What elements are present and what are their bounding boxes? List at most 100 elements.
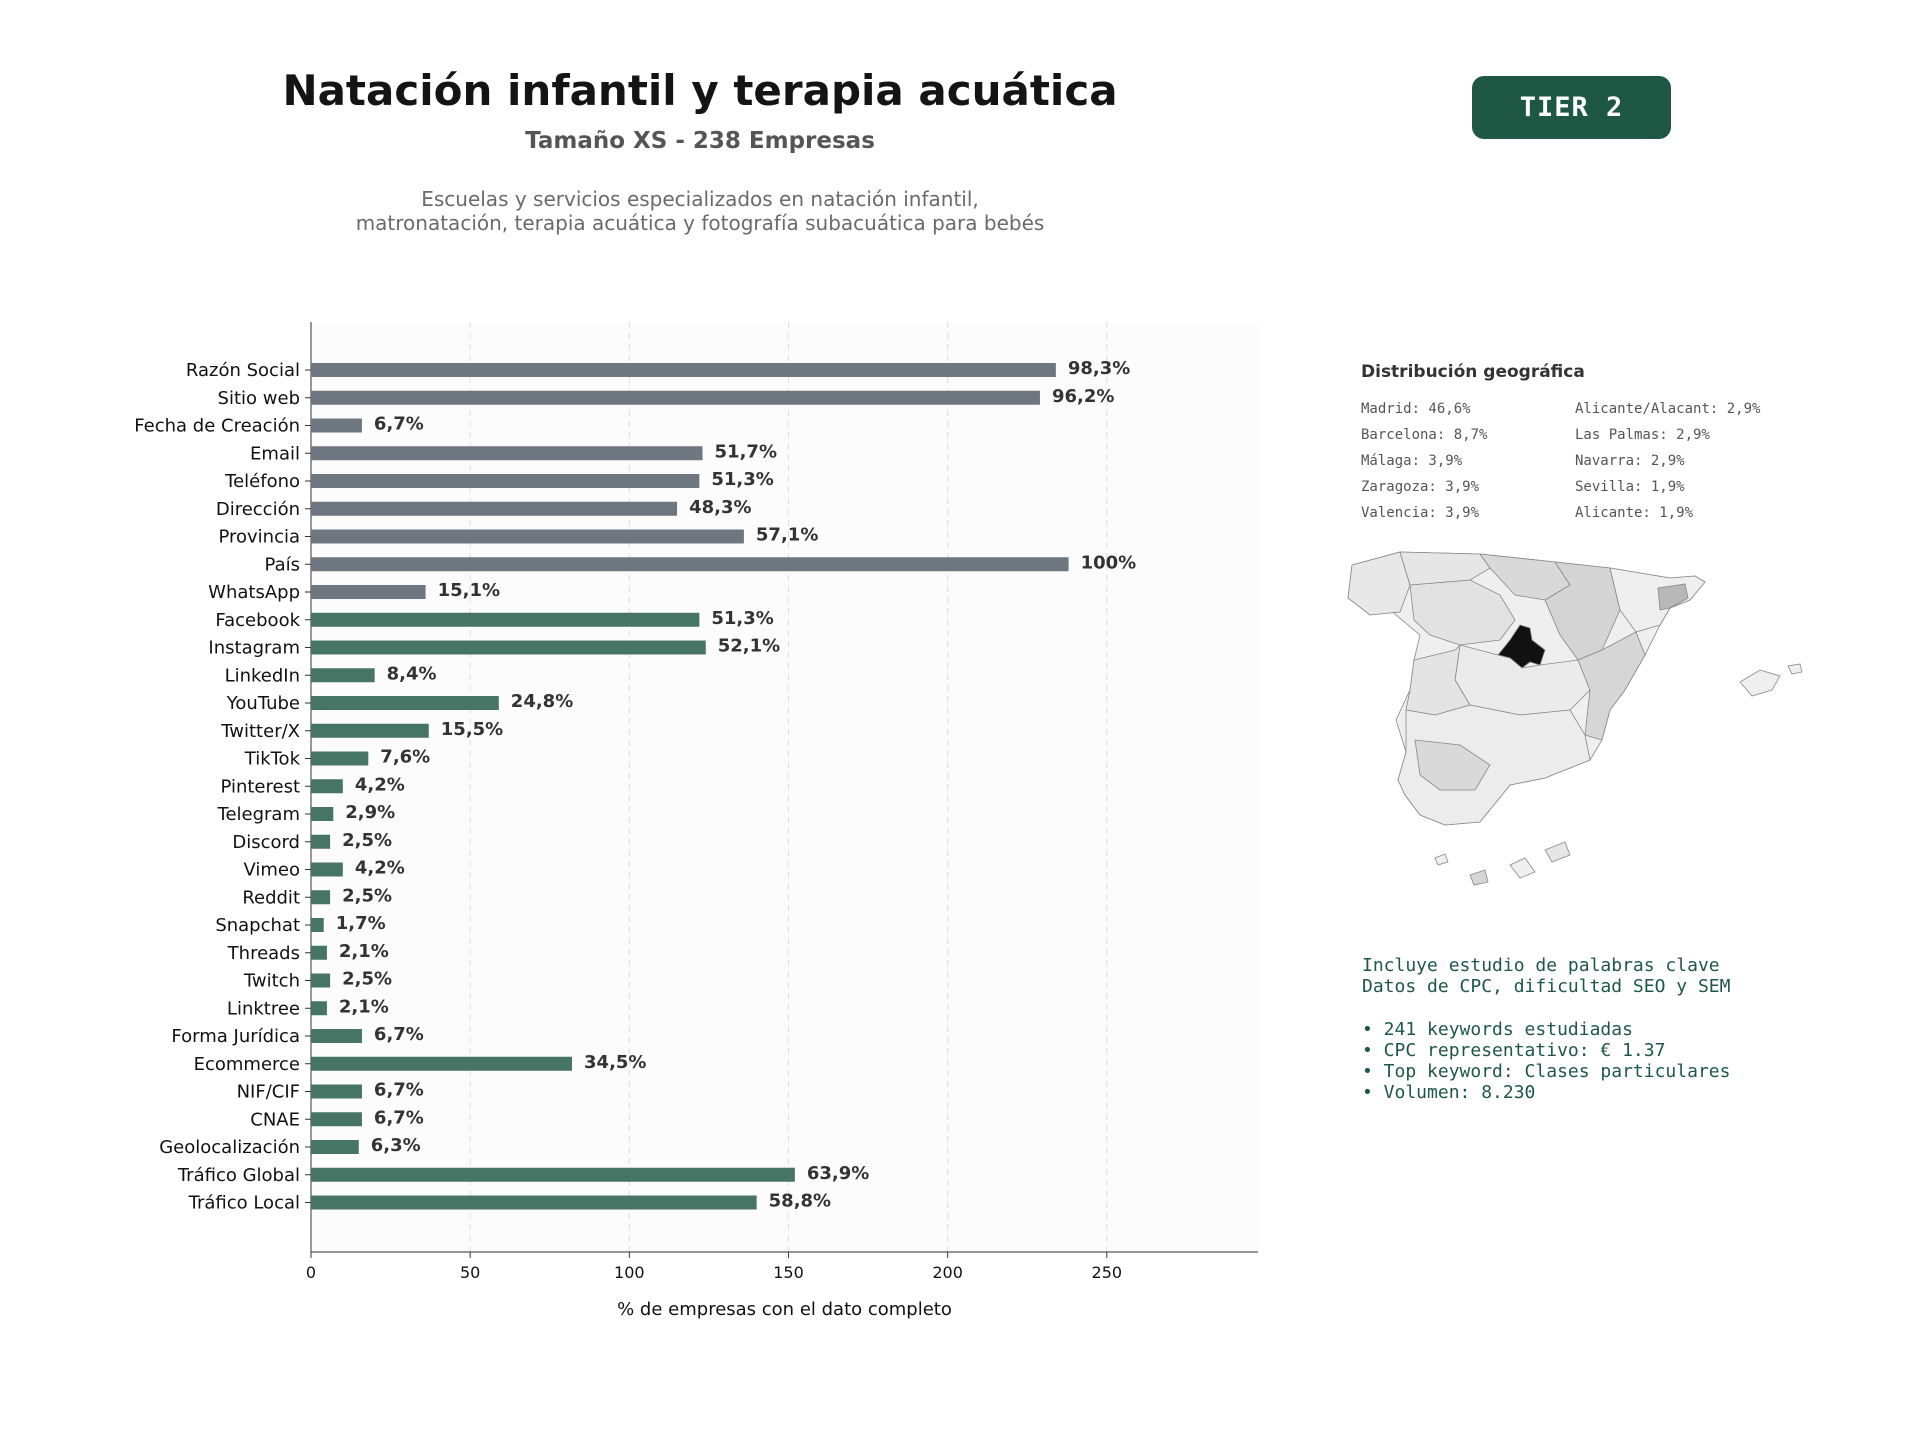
region-andalucia — [1397, 704, 1591, 826]
geo-item: Valencia: 3,9% — [1361, 505, 1480, 521]
canary-islands-east — [1544, 841, 1571, 863]
bar — [311, 612, 700, 627]
category-label: Geolocalización — [159, 1137, 300, 1158]
bar — [311, 862, 343, 877]
bar — [311, 1140, 359, 1154]
category-label: Teléfono — [224, 471, 300, 492]
category-label: Linktree — [227, 998, 300, 1019]
value-label: 6,3% — [371, 1135, 421, 1156]
x-axis-label: % de empresas con el dato completo — [617, 1299, 952, 1320]
description-line-1: Escuelas y servicios especializados en n… — [421, 187, 979, 211]
category-label: Threads — [227, 943, 300, 964]
value-label: 1,7% — [336, 913, 386, 934]
bar — [311, 1084, 362, 1099]
value-label: 63,9% — [807, 1163, 869, 1184]
category-label: Twitch — [243, 971, 300, 992]
region-valencia — [1577, 631, 1646, 741]
bar — [311, 474, 700, 488]
category-label: WhatsApp — [208, 582, 300, 603]
x-tick-label: 50 — [460, 1263, 480, 1282]
bar — [311, 363, 1056, 377]
page-subtitle: Tamaño XS - 238 Empresas — [525, 128, 875, 154]
region-catalonia — [1609, 567, 1706, 633]
value-label: 24,8% — [511, 691, 573, 712]
value-label: 2,5% — [342, 969, 392, 990]
geo-item: Sevilla: 1,9% — [1575, 479, 1685, 495]
geo-item: Alicante/Alacant: 2,9% — [1575, 401, 1761, 417]
bar — [311, 723, 429, 738]
geo-item: Las Palmas: 2,9% — [1575, 427, 1710, 443]
canary-islands — [1509, 857, 1536, 879]
keywords-bullet: • Volumen: 8.230 — [1362, 1082, 1536, 1103]
category-label: Twitter/X — [220, 721, 300, 742]
value-label: 15,5% — [441, 719, 503, 740]
value-label: 52,1% — [718, 636, 780, 657]
value-label: 57,1% — [756, 525, 818, 546]
value-label: 6,7% — [374, 1107, 424, 1128]
category-label: Tráfico Global — [177, 1165, 300, 1186]
keywords-line-1: Incluye estudio de palabras clave — [1362, 955, 1720, 976]
region-barcelona — [1657, 583, 1689, 611]
bar — [311, 1195, 757, 1210]
value-label: 7,6% — [380, 747, 430, 768]
value-label: 6,7% — [374, 1080, 424, 1101]
bar — [311, 918, 324, 932]
category-label: Email — [250, 443, 300, 464]
category-label: Sitio web — [218, 388, 300, 409]
bar — [311, 668, 375, 683]
category-label: Reddit — [242, 887, 300, 908]
category-label: Razón Social — [186, 360, 300, 381]
category-label: YouTube — [226, 693, 300, 714]
geo-item: Alicante: 1,9% — [1575, 505, 1694, 521]
keywords-bullet: • 241 keywords estudiadas — [1362, 1019, 1633, 1040]
category-label: TikTok — [244, 749, 301, 770]
category-label: Snapchat — [215, 915, 300, 936]
x-tick-label: 250 — [1092, 1263, 1123, 1282]
value-label: 4,2% — [355, 774, 405, 795]
bar — [311, 640, 706, 655]
geo-item: Málaga: 3,9% — [1361, 453, 1463, 469]
x-tick-label: 200 — [932, 1263, 963, 1282]
x-tick-label: 150 — [773, 1263, 804, 1282]
category-label: Telegram — [217, 804, 300, 825]
region-asturias-cantabria — [1399, 551, 1491, 586]
bar — [311, 418, 362, 433]
keywords-bullet: • CPC representativo: € 1.37 — [1362, 1040, 1666, 1061]
bar — [311, 1056, 573, 1071]
bar — [311, 529, 744, 544]
value-label: 4,2% — [355, 858, 405, 879]
region-malaga-sevilla — [1414, 739, 1491, 791]
value-label: 48,3% — [689, 497, 751, 518]
category-label: Ecommerce — [194, 1054, 300, 1075]
category-label: Facebook — [215, 610, 300, 631]
bar — [311, 501, 678, 516]
category-label: País — [265, 554, 300, 575]
category-label: Pinterest — [220, 776, 300, 797]
geo-item: Barcelona: 8,7% — [1361, 427, 1488, 443]
bar — [311, 1001, 327, 1016]
category-label: Dirección — [216, 499, 300, 520]
bar-chart: 0 50 100 150 200 250 Razón Social 98,3% Sitio we… — [134, 322, 1258, 1320]
value-label: 2,1% — [339, 941, 389, 962]
geo-title: Distribución geográfica — [1361, 362, 1585, 382]
bar — [311, 834, 331, 849]
description-line-2: matronatación, terapia acuática y fotogr… — [355, 211, 1045, 235]
value-label: 51,3% — [711, 469, 773, 490]
value-label: 2,9% — [345, 802, 395, 823]
category-label: Provincia — [218, 527, 300, 548]
region-castilla-leon — [1409, 579, 1516, 646]
value-label: 58,8% — [769, 1191, 831, 1212]
value-label: 34,5% — [584, 1052, 646, 1073]
tier-badge: TIER 2 — [1472, 76, 1671, 139]
geo-item: Zaragoza: 3,9% — [1361, 479, 1480, 495]
page-title: Natación infantil y terapia acuática — [282, 66, 1118, 115]
category-label: Instagram — [208, 638, 300, 659]
category-label: Fecha de Creación — [134, 416, 300, 437]
bar — [311, 779, 343, 794]
canary-islands-west — [1434, 853, 1449, 866]
x-tick-label: 0 — [306, 1263, 316, 1282]
value-label: 15,1% — [438, 580, 500, 601]
bar — [311, 1029, 362, 1043]
geo-item: Navarra: 2,9% — [1575, 453, 1685, 469]
category-label: CNAE — [250, 1109, 300, 1130]
